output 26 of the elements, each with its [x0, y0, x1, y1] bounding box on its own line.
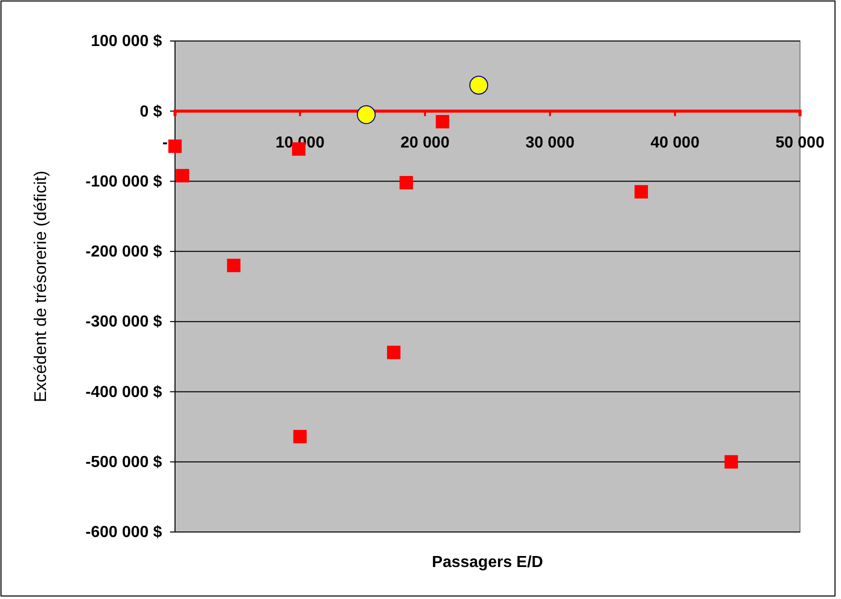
point — [634, 185, 648, 199]
point — [387, 346, 400, 360]
y-tick-label: -100 000 $ — [85, 173, 162, 190]
point — [356, 105, 376, 124]
y-tick-label: -300 000 $ — [85, 314, 162, 331]
point — [724, 455, 738, 469]
y-axis-title: Excédent de trésorerie (déficit) — [31, 170, 50, 402]
point — [436, 114, 450, 128]
point — [176, 168, 190, 182]
y-tick-label: 100 000 $ — [90, 33, 162, 50]
y-tick-label: 0 $ — [140, 103, 162, 120]
x-tick-label: - — [162, 134, 168, 152]
point — [227, 258, 240, 272]
x-tick-label: 30 000 — [526, 134, 575, 152]
x-axis-title: Passagers E/D — [432, 554, 544, 571]
point — [469, 76, 488, 95]
x-tick-label: 40 000 — [650, 134, 700, 152]
point — [293, 430, 307, 444]
x-tick-label: 50 000 — [776, 134, 825, 152]
y-tick-label: -600 000 $ — [85, 524, 162, 542]
y-tick-label: -200 000 $ — [85, 244, 162, 261]
point — [400, 176, 413, 190]
y-tick-label: -400 000 $ — [85, 384, 162, 401]
point — [168, 140, 182, 153]
y-tick-label: -500 000 $ — [85, 454, 162, 471]
x-tick-label: 20 000 — [400, 134, 450, 152]
